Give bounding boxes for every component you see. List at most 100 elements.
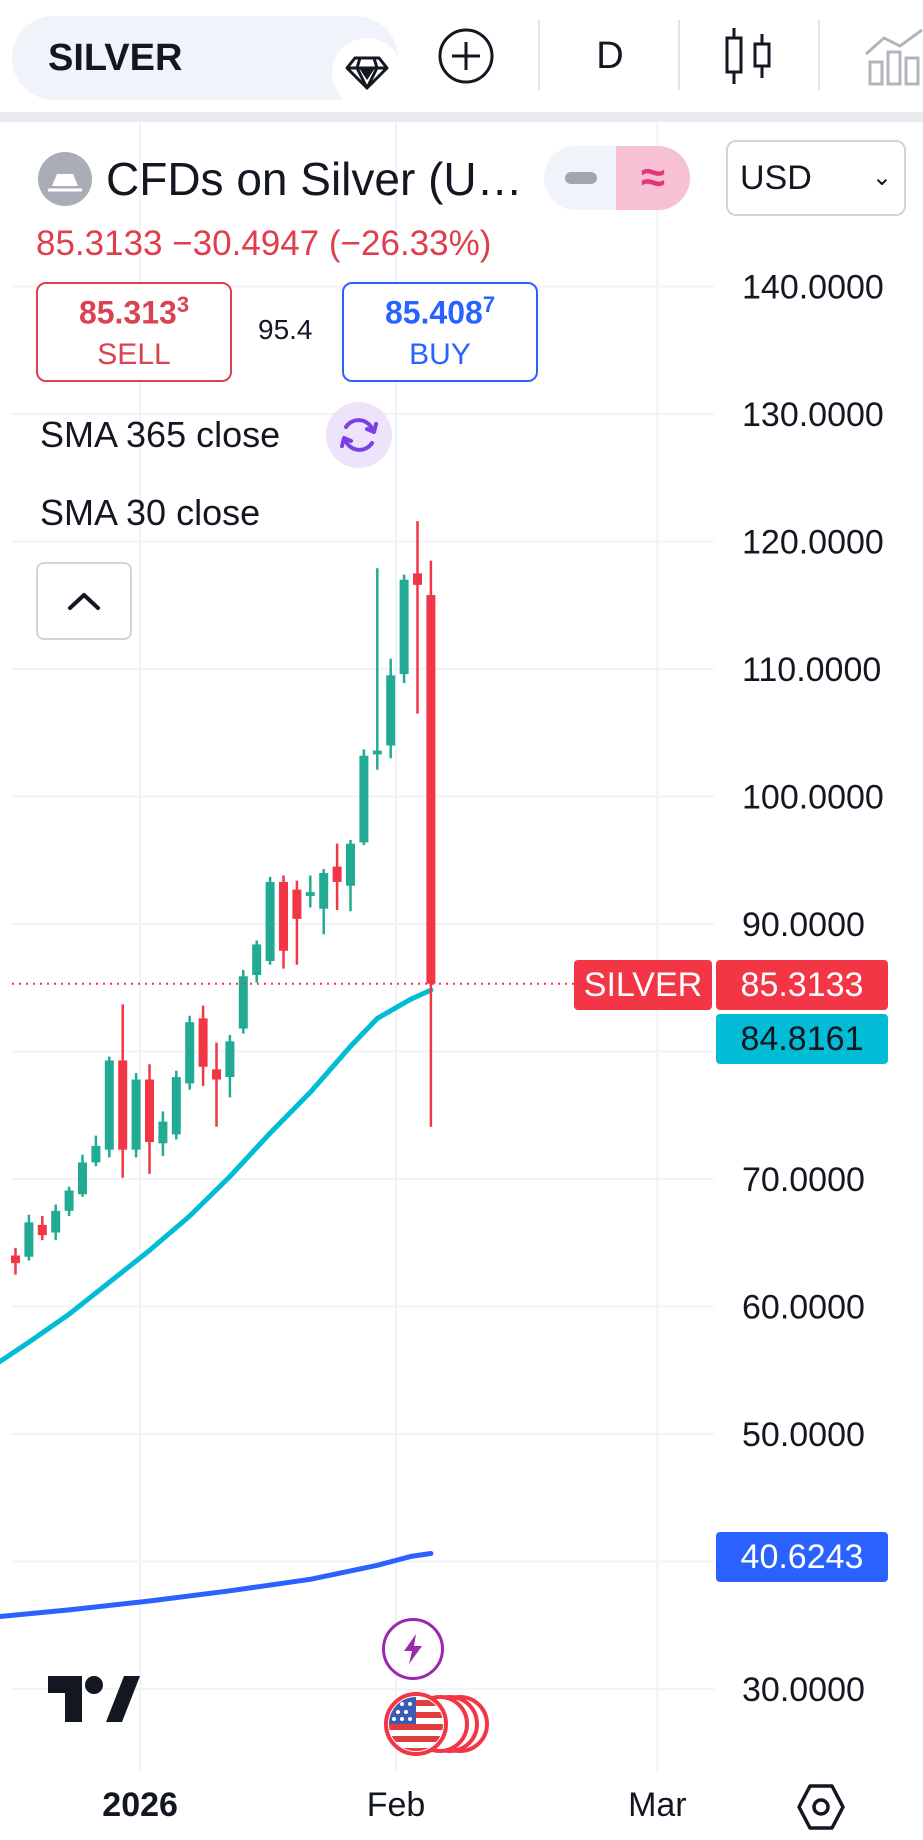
candle-body (359, 755, 369, 843)
candle-body (225, 1041, 235, 1077)
candle (252, 940, 262, 983)
currency-value: USD (740, 159, 812, 197)
candle-body (319, 873, 329, 909)
symbol-label: SILVER (48, 37, 183, 79)
candle (51, 1204, 61, 1241)
price-axis-label: 110.0000 (742, 651, 881, 689)
indicators-chart-icon (865, 28, 923, 86)
minus-icon[interactable] (544, 146, 618, 210)
collapse-legend-button[interactable] (36, 562, 132, 640)
candle (91, 1135, 101, 1167)
candle (212, 1042, 221, 1127)
time-axis[interactable]: 2026 Feb Mar (102, 1786, 686, 1824)
candle-body (386, 675, 396, 746)
candle (292, 880, 302, 965)
candle-body (305, 892, 315, 896)
lightning-icon[interactable] (382, 1618, 444, 1680)
candle-body (413, 573, 422, 585)
price-axis-label: 130.0000 (742, 396, 884, 434)
candle (131, 1073, 141, 1158)
candle (11, 1247, 20, 1275)
symbol-search-button[interactable]: SILVER (12, 16, 402, 108)
candle-body (37, 1224, 47, 1236)
candle (185, 1015, 195, 1090)
candle-body (212, 1069, 221, 1080)
candle (265, 876, 275, 965)
sell-button[interactable]: 85.3133 SELL (36, 282, 232, 382)
candle (78, 1154, 87, 1197)
legend-toggle-group: ≈ (544, 146, 690, 210)
price-axis-label: 140.0000 (742, 269, 884, 307)
sma-365-line (0, 1551, 434, 1620)
sma-30-line (0, 987, 434, 1365)
tradingview-logo-icon (48, 1676, 140, 1722)
price-change-text: 85.3133 −30.4947 (−26.33%) (36, 224, 492, 263)
indicators-button[interactable] (862, 24, 923, 88)
top-toolbar: SILVER D (0, 0, 923, 112)
chart-type-button[interactable] (720, 24, 780, 88)
add-symbol-button[interactable] (436, 26, 496, 86)
gem-icon[interactable] (332, 38, 402, 108)
sma-365-legend[interactable]: SMA 365 close (40, 414, 281, 455)
price-axis-label: 30.0000 (742, 1671, 865, 1709)
toolbar-divider (818, 20, 820, 90)
candle-body (64, 1190, 74, 1211)
candle-body (131, 1079, 141, 1150)
candle (413, 521, 422, 714)
buy-label: BUY (409, 338, 471, 371)
buy-button[interactable]: 85.4087 BUY (342, 282, 538, 382)
price-axis-label: 120.0000 (742, 524, 884, 562)
sma-365-price-tag: 40.6243 (716, 1532, 888, 1582)
toolbar-divider (678, 20, 680, 90)
candle-body (292, 889, 302, 919)
currency-select[interactable]: USD ⌄ (726, 140, 906, 216)
price-axis-label: 50.0000 (742, 1416, 865, 1454)
candle (171, 1070, 181, 1140)
economic-events-flags[interactable] (380, 1692, 490, 1756)
candles-icon (725, 28, 771, 84)
candle-body (91, 1145, 101, 1163)
buy-price: 85.4087 (384, 292, 496, 331)
time-axis-label: Feb (367, 1786, 426, 1824)
candle-body (51, 1210, 61, 1233)
candle-body (24, 1222, 34, 1257)
candle-body (171, 1077, 181, 1135)
candle (238, 969, 248, 1034)
sma-30-price-tag: 84.8161 (716, 1014, 888, 1064)
approx-wave-icon[interactable]: ≈ (616, 146, 690, 210)
spread-value: 95.4 (258, 314, 313, 345)
candle-body (426, 595, 436, 984)
candle-body (198, 1018, 208, 1067)
interval-button[interactable]: D (596, 35, 624, 77)
toolbar-divider (538, 20, 540, 90)
candle-body (332, 866, 342, 882)
price-axis-label: 70.0000 (742, 1161, 865, 1199)
candle (386, 658, 396, 759)
candle-body (346, 843, 355, 886)
chevron-up-icon (68, 593, 100, 610)
symbol-title[interactable]: CFDs on Silver (U… (106, 153, 523, 205)
candle (279, 875, 288, 969)
candle (372, 568, 382, 770)
candle-body (185, 1022, 195, 1084)
candle (118, 1004, 128, 1178)
candle-body (265, 881, 275, 961)
candle-body (399, 579, 409, 675)
candle (198, 1005, 208, 1086)
chevron-down-icon: ⌄ (871, 164, 892, 191)
price-axis-label: 90.0000 (742, 906, 865, 944)
candle (37, 1215, 47, 1241)
candle-body (118, 1060, 128, 1150)
candle (64, 1186, 74, 1216)
sell-price: 85.3133 (78, 292, 190, 331)
refresh-icon[interactable] (326, 402, 392, 468)
price-axis-label: 100.0000 (742, 779, 884, 817)
candle (225, 1034, 235, 1098)
settings-icon[interactable] (796, 1782, 846, 1832)
plus-circle-icon (438, 28, 494, 84)
candle (305, 875, 315, 908)
candle-body (158, 1121, 168, 1144)
candle-body (78, 1162, 87, 1195)
sma-30-legend[interactable]: SMA 30 close (40, 492, 261, 533)
candle-body (104, 1060, 114, 1150)
